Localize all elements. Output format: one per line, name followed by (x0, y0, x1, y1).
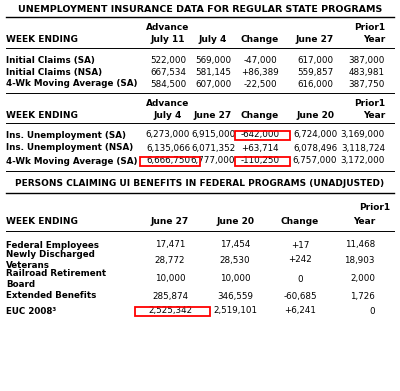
Text: 6,724,000: 6,724,000 (293, 131, 337, 140)
Text: UNEMPLOYMENT INSURANCE DATA FOR REGULAR STATE PROGRAMS: UNEMPLOYMENT INSURANCE DATA FOR REGULAR … (18, 5, 382, 14)
Text: 28,530: 28,530 (220, 255, 250, 264)
Text: 6,071,352: 6,071,352 (191, 143, 235, 152)
Text: 387,750: 387,750 (349, 79, 385, 88)
Text: 6,078,496: 6,078,496 (293, 143, 337, 152)
Text: +6,241: +6,241 (284, 307, 316, 316)
Text: 4-Wk Moving Average (SA): 4-Wk Moving Average (SA) (6, 156, 138, 165)
Text: Prior1: Prior1 (359, 203, 390, 212)
Text: Extended Benefits: Extended Benefits (6, 292, 96, 301)
Text: Advance: Advance (146, 23, 190, 32)
Text: 607,000: 607,000 (195, 79, 231, 88)
Text: Advance: Advance (146, 99, 190, 108)
Text: -47,000: -47,000 (243, 56, 277, 65)
Text: 346,559: 346,559 (217, 292, 253, 301)
Text: 581,145: 581,145 (195, 68, 231, 77)
Text: Prior1: Prior1 (354, 99, 385, 108)
Text: July 4: July 4 (199, 36, 227, 45)
Text: 18,903: 18,903 (344, 255, 375, 264)
Text: Ins. Unemployment (SA): Ins. Unemployment (SA) (6, 131, 126, 140)
Text: 6,915,000: 6,915,000 (191, 131, 235, 140)
Text: 4-Wk Moving Average (SA): 4-Wk Moving Average (SA) (6, 79, 138, 88)
Text: Year: Year (363, 111, 385, 120)
Text: June 27: June 27 (296, 36, 334, 45)
Text: Change: Change (241, 36, 279, 45)
Text: 10,000: 10,000 (220, 274, 250, 283)
Text: 28,772: 28,772 (155, 255, 185, 264)
Text: June 27: June 27 (151, 217, 189, 226)
Text: 1,726: 1,726 (350, 292, 375, 301)
Text: Ins. Unemployment (NSA): Ins. Unemployment (NSA) (6, 143, 133, 152)
Text: Year: Year (353, 217, 375, 226)
Text: June 20: June 20 (216, 217, 254, 226)
Text: 3,172,000: 3,172,000 (341, 156, 385, 165)
Text: 617,000: 617,000 (297, 56, 333, 65)
Text: Prior1: Prior1 (354, 23, 385, 32)
Text: 667,534: 667,534 (150, 68, 186, 77)
Text: 387,000: 387,000 (349, 56, 385, 65)
Text: 522,000: 522,000 (150, 56, 186, 65)
Text: June 27: June 27 (194, 111, 232, 120)
Text: 6,777,000: 6,777,000 (191, 156, 235, 165)
Text: EUC 2008³: EUC 2008³ (6, 307, 56, 316)
Text: -22,500: -22,500 (243, 79, 277, 88)
Text: 17,471: 17,471 (155, 240, 185, 249)
Text: WEEK ENDING: WEEK ENDING (6, 36, 78, 45)
Text: Year: Year (363, 36, 385, 45)
Text: 2,000: 2,000 (350, 274, 375, 283)
Text: 559,857: 559,857 (297, 68, 333, 77)
Text: -642,000: -642,000 (240, 131, 280, 140)
Text: +17: +17 (291, 240, 309, 249)
Text: PERSONS CLAIMING UI BENEFITS IN FEDERAL PROGRAMS (UNADJUSTED): PERSONS CLAIMING UI BENEFITS IN FEDERAL … (16, 179, 384, 188)
Text: WEEK ENDING: WEEK ENDING (6, 217, 78, 226)
Text: Initial Claims (NSA): Initial Claims (NSA) (6, 68, 102, 77)
Text: 0: 0 (369, 307, 375, 316)
Text: 6,666,750: 6,666,750 (146, 156, 190, 165)
Text: 6,135,066: 6,135,066 (146, 143, 190, 152)
Text: -60,685: -60,685 (283, 292, 317, 301)
Text: 584,500: 584,500 (150, 79, 186, 88)
Text: 569,000: 569,000 (195, 56, 231, 65)
Text: 285,874: 285,874 (152, 292, 188, 301)
Text: WEEK ENDING: WEEK ENDING (6, 111, 78, 120)
Text: Railroad Retirement
Board: Railroad Retirement Board (6, 269, 106, 289)
Text: 6,273,000: 6,273,000 (146, 131, 190, 140)
Text: 616,000: 616,000 (297, 79, 333, 88)
Text: 11,468: 11,468 (345, 240, 375, 249)
Text: July 11: July 11 (151, 36, 185, 45)
Text: 6,757,000: 6,757,000 (293, 156, 337, 165)
Text: Federal Employees: Federal Employees (6, 240, 99, 249)
Text: +86,389: +86,389 (241, 68, 279, 77)
Text: Newly Discharged
Veterans: Newly Discharged Veterans (6, 250, 95, 270)
Text: 17,454: 17,454 (220, 240, 250, 249)
Text: Change: Change (281, 217, 319, 226)
Text: 3,118,724: 3,118,724 (341, 143, 385, 152)
Text: 483,981: 483,981 (349, 68, 385, 77)
Text: Change: Change (241, 111, 279, 120)
Text: 2,525,342: 2,525,342 (148, 307, 192, 316)
Text: 0: 0 (297, 274, 303, 283)
Text: 2,519,101: 2,519,101 (213, 307, 257, 316)
Text: +63,714: +63,714 (241, 143, 279, 152)
Text: Initial Claims (SA): Initial Claims (SA) (6, 56, 95, 65)
Text: July 4: July 4 (154, 111, 182, 120)
Text: 10,000: 10,000 (155, 274, 185, 283)
Text: +242: +242 (288, 255, 312, 264)
Text: 3,169,000: 3,169,000 (341, 131, 385, 140)
Text: June 20: June 20 (296, 111, 334, 120)
Text: -110,250: -110,250 (240, 156, 280, 165)
